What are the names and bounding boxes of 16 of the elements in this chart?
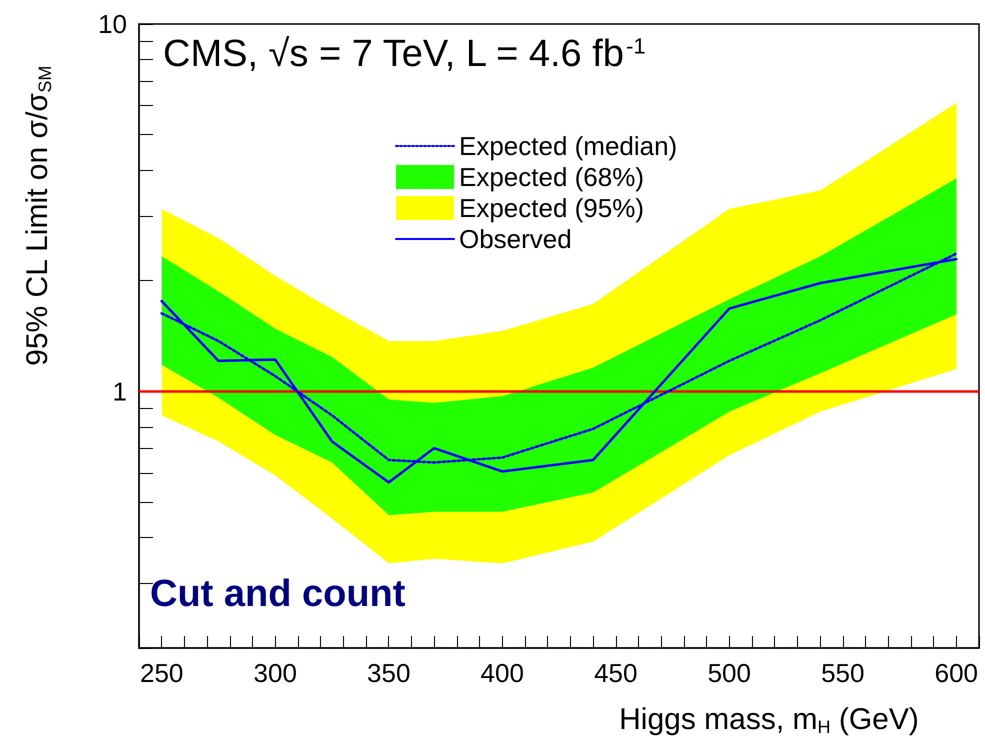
x-tick-label: 300 — [254, 658, 297, 688]
x-tick-label: 400 — [480, 658, 524, 688]
annotation: Cut and count — [150, 573, 406, 615]
x-tick-label: 500 — [708, 658, 751, 688]
legend-label: Observed — [459, 224, 572, 254]
y-axis-title: 95% CL Limit on σ/σSM — [21, 66, 55, 366]
legend-label: Expected (68%) — [459, 162, 644, 192]
x-tick-label: 250 — [140, 658, 184, 688]
legend-label: Expected (95%) — [459, 193, 644, 223]
x-tick-label: 550 — [821, 658, 864, 688]
y-tick-label: 1 — [112, 376, 127, 406]
legend-label: Expected (median) — [459, 131, 678, 161]
x-tick-label: 450 — [594, 658, 638, 688]
x-tick-label: 600 — [934, 658, 978, 688]
x-tick-label: 350 — [367, 658, 410, 688]
y-tick-label: 10 — [98, 9, 127, 39]
